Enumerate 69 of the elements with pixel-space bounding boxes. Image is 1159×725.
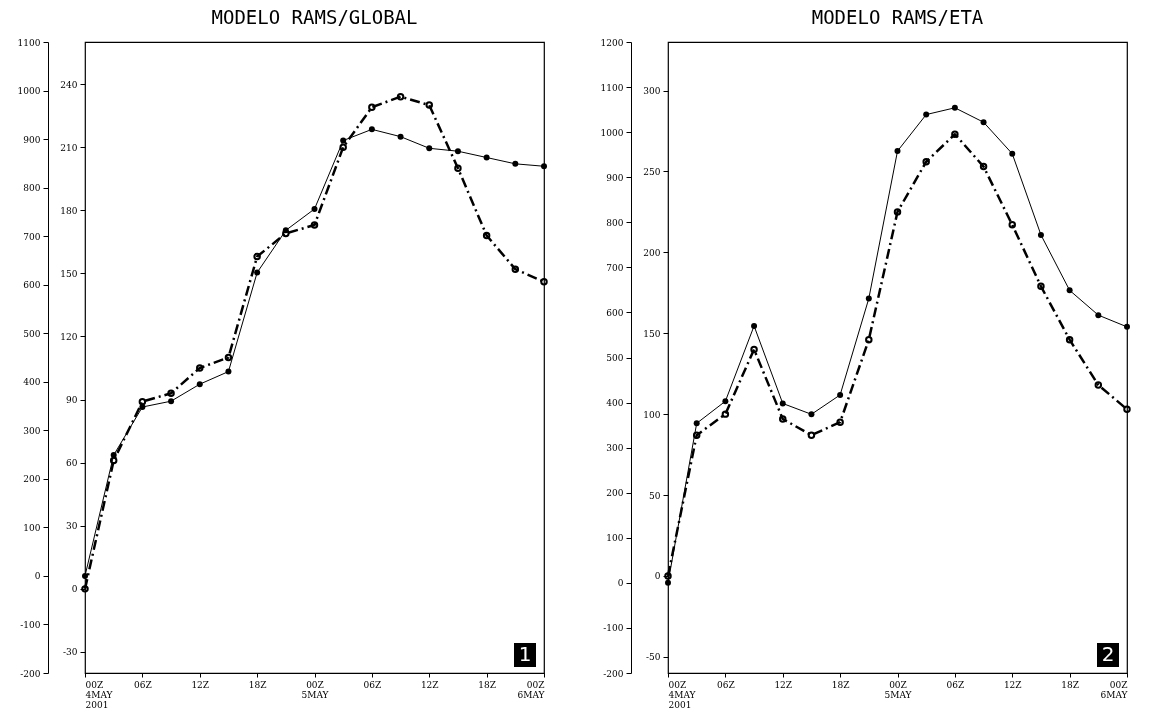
x-tick-label: 00Z 6MAY [517,679,546,700]
y-tick-label: 700 [23,231,41,242]
y-tick-label: 100 [606,533,624,544]
y2-tick-label: 120 [60,331,78,342]
x-tick-label: 18Z [248,679,267,690]
y-tick-label: 1100 [17,37,41,48]
x-tick-label: 00Z 4MAY 2001 [85,679,114,710]
chart-title: MODELO RAMS/GLOBAL [211,6,418,28]
chart-title: MODELO RAMS/ETA [811,6,984,28]
x-tick-label: 12Z [1003,679,1022,690]
y2-tick-label: 150 [60,268,78,279]
x-tick-label: 06Z [134,679,152,690]
y-tick-label: 500 [23,328,41,339]
y-tick-label: -100 [20,619,41,630]
x-tick-label: 18Z [478,679,496,690]
y2-tick-label: 200 [643,247,661,258]
y-tick-label: 1000 [600,127,624,138]
y-tick-label: -200 [603,668,624,679]
y-tick-label: 0 [617,578,624,589]
x-tick-label: 00Z 5MAY [884,679,913,700]
y-tick-label: 800 [23,183,41,194]
x-tick-label: 00Z 6MAY [1100,679,1129,700]
y-tick-label: 400 [23,377,41,388]
y-tick-label: 1200 [600,37,624,48]
y2-tick-label: 50 [649,490,661,501]
y-tick-label: 500 [606,353,624,363]
y-tick-label: 300 [23,425,41,436]
y2-tick-label: 90 [66,395,78,406]
x-tick-label: 06Z [717,679,735,690]
x-tick-label: 12Z [774,679,793,690]
y-tick-label: 700 [606,262,624,273]
y2-tick-label: 250 [643,166,661,177]
y2-tick-label: -30 [63,647,78,658]
y-tick-label: -200 [20,668,41,679]
y-tick-label: 0 [34,571,41,582]
y-tick-label: 900 [23,134,41,145]
y2-tick-label: -50 [646,652,661,663]
y-tick-label: 600 [23,280,41,291]
y-tick-label: -100 [603,623,624,634]
y-tick-label: 1100 [600,82,624,93]
x-tick-label: 00Z 5MAY [301,679,330,700]
y-tick-label: 1000 [17,86,41,97]
annotation: 2 [1101,642,1115,666]
y-tick-label: 300 [606,443,624,454]
y-tick-label: 400 [606,398,624,409]
x-tick-label: 06Z [363,679,382,690]
y2-tick-label: 210 [60,142,78,153]
y-tick-label: 200 [606,488,624,499]
y-tick-label: 100 [23,522,41,533]
y-tick-label: 600 [606,307,624,318]
x-tick-label: 00Z 4MAY 2001 [668,679,697,710]
y-tick-label: 200 [23,474,41,485]
y-tick-label: 800 [606,217,624,228]
x-tick-label: 06Z [946,679,965,690]
x-tick-label: 18Z [1061,679,1079,690]
y2-tick-label: 60 [66,458,78,469]
y-tick-label: 900 [606,172,624,183]
x-tick-label: 12Z [191,679,210,690]
y2-tick-label: 100 [643,409,661,420]
y2-tick-label: 150 [643,328,661,339]
x-tick-label: 18Z [831,679,850,690]
y2-tick-label: 180 [60,205,78,216]
y2-tick-label: 30 [66,521,78,532]
x-tick-label: 12Z [420,679,439,690]
y2-tick-label: 300 [643,86,661,97]
annotation: 1 [518,642,532,666]
y2-tick-label: 0 [71,584,78,595]
y2-tick-label: 0 [654,571,661,582]
y2-tick-label: 240 [60,79,78,90]
